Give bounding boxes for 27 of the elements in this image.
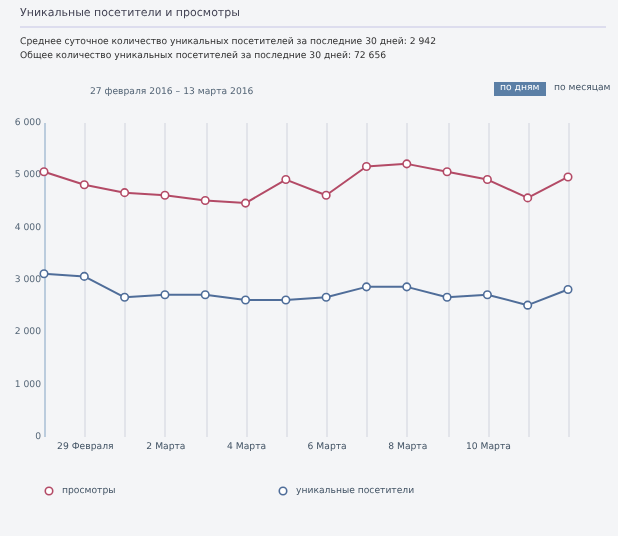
point bbox=[482, 290, 492, 300]
point bbox=[563, 284, 573, 294]
point bbox=[402, 159, 412, 169]
point bbox=[321, 292, 331, 302]
point bbox=[160, 290, 170, 300]
point bbox=[79, 180, 89, 190]
point bbox=[241, 198, 251, 208]
point bbox=[79, 271, 89, 281]
point bbox=[442, 167, 452, 177]
point bbox=[321, 190, 331, 200]
point bbox=[482, 175, 492, 185]
point bbox=[200, 290, 210, 300]
point bbox=[523, 300, 533, 310]
point bbox=[160, 190, 170, 200]
point bbox=[523, 193, 533, 203]
point bbox=[361, 161, 371, 172]
point bbox=[281, 295, 291, 305]
point bbox=[39, 269, 49, 279]
point bbox=[120, 188, 130, 198]
point bbox=[241, 295, 251, 305]
point bbox=[281, 175, 291, 185]
point bbox=[402, 282, 412, 292]
point bbox=[442, 292, 452, 302]
point bbox=[120, 292, 130, 302]
point bbox=[200, 195, 210, 206]
point bbox=[563, 172, 573, 182]
point bbox=[361, 282, 371, 292]
